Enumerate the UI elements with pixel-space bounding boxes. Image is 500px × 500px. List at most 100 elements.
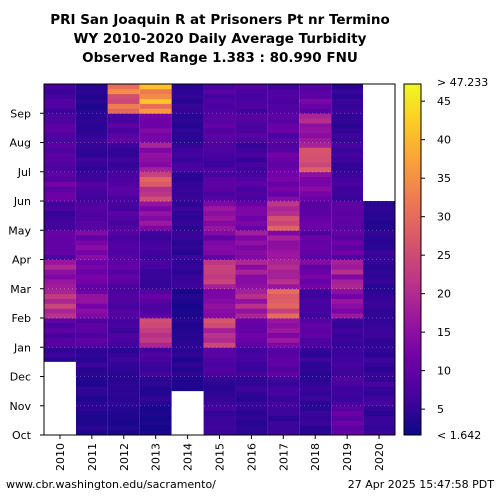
- heatmap-cell: [331, 293, 364, 299]
- heatmap-cell: [139, 293, 172, 299]
- heatmap-cell: [139, 118, 172, 124]
- heatmap-cell: [139, 391, 172, 397]
- heatmap-cell: [331, 420, 364, 426]
- heatmap-cell: [203, 303, 236, 309]
- heatmap-cell: [171, 152, 204, 158]
- heatmap-cell: [267, 313, 300, 319]
- heatmap-cell: [235, 240, 268, 246]
- heatmap-cell: [107, 381, 140, 387]
- colorbar-max-label: > 47.233: [437, 76, 488, 89]
- heatmap-cell: [235, 318, 268, 324]
- heatmap-cell: [203, 210, 236, 217]
- heatmap-cell: [171, 342, 204, 348]
- heatmap-cell: [235, 162, 268, 168]
- heatmap-cell: [331, 137, 364, 143]
- y-tick-label: Jun: [13, 195, 31, 208]
- heatmap-cell: [299, 98, 332, 104]
- heatmap-cell: [299, 191, 332, 197]
- heatmap-cell: [203, 405, 236, 412]
- heatmap-cell: [107, 181, 140, 187]
- heatmap-cell: [107, 298, 140, 304]
- heatmap-cell: [107, 415, 140, 421]
- heatmap-cell: [203, 288, 236, 295]
- heatmap-cell: [299, 88, 332, 95]
- heatmap-cell: [139, 220, 172, 226]
- heatmap-cell: [139, 405, 172, 412]
- heatmap-cell: [139, 93, 172, 100]
- heatmap-cell: [331, 84, 364, 90]
- heatmap-cell: [235, 357, 268, 363]
- heatmap-cell: [203, 103, 236, 109]
- heatmap-cell: [331, 157, 364, 163]
- heatmap-cell: [171, 118, 204, 124]
- heatmap-cell: [267, 400, 300, 407]
- heatmap-cell: [107, 283, 140, 290]
- heatmap-cell: [235, 303, 268, 309]
- heatmap-cell: [267, 274, 300, 280]
- heatmap-cell: [203, 308, 236, 314]
- heatmap-cell: [363, 201, 395, 207]
- heatmap-cell: [75, 259, 108, 265]
- heatmap-cell: [203, 298, 236, 304]
- heatmap-cell: [331, 357, 364, 363]
- heatmap-cell: [139, 298, 172, 304]
- heatmap-cell: [235, 186, 268, 192]
- heatmap-cell: [331, 352, 364, 358]
- heatmap-cell: [44, 137, 76, 143]
- heatmap-cell: [139, 313, 172, 319]
- heatmap-cell: [44, 88, 76, 95]
- heatmap-cell: [299, 123, 332, 129]
- heatmap-cell: [235, 88, 268, 95]
- heatmap-cell: [267, 254, 300, 260]
- heatmap-cell: [299, 254, 332, 260]
- heatmap-cell: [299, 410, 332, 416]
- heatmap-cell: [203, 235, 236, 241]
- heatmap-cell: [44, 118, 76, 124]
- heatmap-cell: [107, 366, 140, 373]
- heatmap-cell: [331, 327, 364, 334]
- heatmap-cell: [75, 137, 108, 143]
- heatmap-cell: [363, 288, 395, 295]
- heatmap-cell: [75, 361, 108, 368]
- heatmap-cell: [203, 376, 236, 382]
- heatmap-cell: [171, 288, 204, 295]
- y-tick-label: May: [8, 224, 31, 237]
- y-axis: Oct Nov Dec Jan Feb Mar Apr May Jun Jul Aug Sep: [8, 107, 44, 442]
- heatmap-cell: [75, 108, 108, 114]
- heatmap-cell: [75, 220, 108, 226]
- heatmap-cell: [107, 361, 140, 368]
- heatmap-cell: [44, 157, 76, 163]
- heatmap-cell: [203, 430, 236, 436]
- heatmap-cell: [267, 142, 300, 148]
- heatmap-cell: [75, 225, 108, 231]
- heatmap-cell: [107, 322, 140, 329]
- heatmap-cell: [299, 279, 332, 285]
- heatmap-cell: [267, 84, 300, 90]
- heatmap-cell: [171, 186, 204, 192]
- heatmap-cell: [75, 381, 108, 387]
- heatmap-cell: [235, 108, 268, 114]
- heatmap-cell: [299, 366, 332, 373]
- heatmap-cell: [44, 191, 76, 197]
- heatmap-cell: [107, 142, 140, 148]
- heatmap-cell: [44, 274, 76, 280]
- heatmap-cell: [331, 171, 364, 178]
- heatmap-cell: [331, 210, 364, 217]
- heatmap-cell: [107, 318, 140, 324]
- heatmap-cell: [299, 264, 332, 270]
- heatmap-cell: [139, 205, 172, 212]
- y-tick-label: Mar: [10, 283, 31, 296]
- heatmap-cell: [235, 84, 268, 90]
- heatmap-cell: [235, 347, 268, 353]
- heatmap-cell: [44, 181, 76, 187]
- heatmap-cell: [107, 279, 140, 285]
- heatmap-cell: [363, 308, 395, 314]
- heatmap-cell: [363, 386, 395, 392]
- heatmap-cell: [299, 142, 332, 148]
- heatmap-cell: [299, 405, 332, 412]
- heatmap-cell: [107, 405, 140, 412]
- heatmap-cell: [299, 220, 332, 226]
- source-url[interactable]: www.cbr.washington.edu/sacramento/: [6, 478, 216, 491]
- heatmap-cell: [171, 347, 204, 353]
- heatmap-cell: [107, 259, 140, 265]
